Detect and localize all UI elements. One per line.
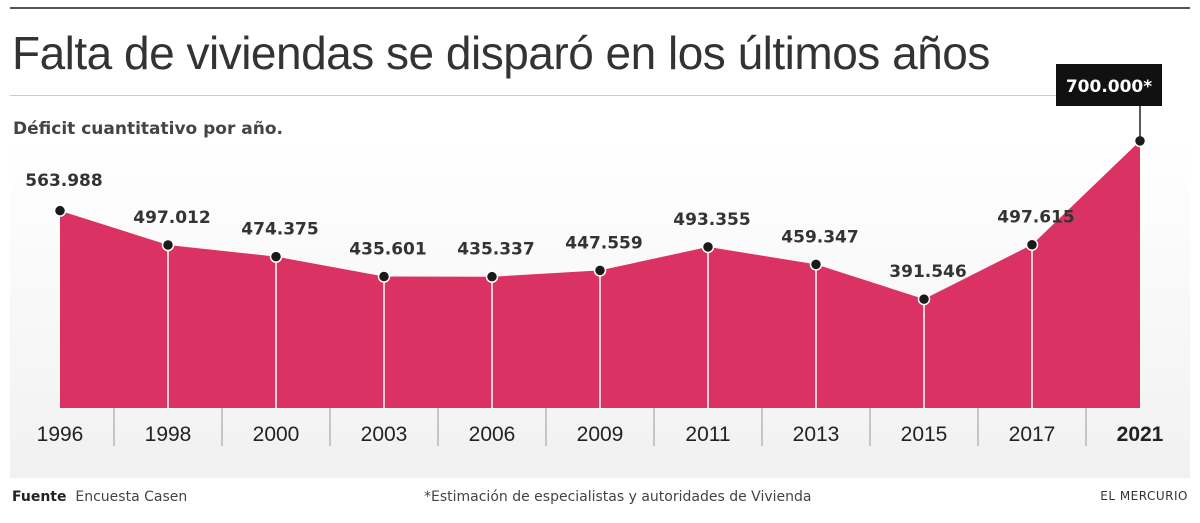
title-rule	[10, 95, 1110, 96]
value-label-2013: 459.347	[781, 227, 858, 247]
value-label-2006: 435.337	[457, 240, 534, 260]
x-tick-label-2000: 2000	[253, 423, 300, 446]
highlight-label-box	[1056, 64, 1162, 106]
value-label-1996: 563.988	[25, 171, 102, 191]
value-label-2003: 435.601	[349, 240, 426, 260]
data-point-2009	[593, 264, 607, 277]
value-labels: 563.988 497.012 474.375 435.601 435.337 447.5…	[25, 64, 1162, 282]
value-label-2021: 700.000*	[1066, 77, 1152, 97]
data-point-1996	[53, 204, 67, 217]
data-point-2017	[1025, 238, 1039, 251]
value-label-1998: 497.012	[133, 208, 210, 228]
x-axis-labels: 1996 1998 2000 2003 2006 2009 2011 2013 2015 2017…	[37, 423, 1164, 446]
data-point-2015	[917, 292, 931, 306]
chart-title: Falta de viviendas se disparó en los últ…	[12, 27, 990, 79]
data-point-2000	[269, 250, 283, 263]
value-label-2017: 497.615	[997, 208, 1074, 228]
x-tick-label-2003: 2003	[361, 423, 408, 446]
top-rule	[10, 7, 1190, 9]
x-tick-label-2009: 2009	[577, 423, 624, 446]
x-tick-label-2015: 2015	[901, 423, 948, 446]
value-label-2009: 447.559	[565, 233, 642, 253]
x-tick-label-2006: 2006	[469, 423, 516, 446]
value-label-2015: 391.546	[889, 262, 966, 282]
x-tick-label-2011: 2011	[685, 423, 730, 446]
source-label: Fuente	[12, 489, 67, 505]
source-value: Encuesta Casen	[75, 489, 188, 505]
footnote: *Estimación de especialistas y autoridad…	[424, 489, 812, 505]
x-tick-label-2021: 2021	[1117, 423, 1164, 446]
year-dividers	[113, 244, 1087, 446]
x-tick-label-2017: 2017	[1009, 423, 1056, 446]
x-tick-label-1998: 1998	[145, 423, 192, 446]
x-tick-label-1996: 1996	[37, 423, 84, 446]
data-point-2013	[809, 258, 823, 271]
data-point-2006	[485, 270, 499, 283]
brand-logo-text: EL MERCURIO	[1100, 489, 1188, 503]
data-point-2011	[701, 240, 715, 254]
source-line: Fuente Encuesta Casen	[12, 489, 187, 505]
data-points	[53, 134, 1147, 306]
x-tick-label-2013: 2013	[793, 423, 840, 446]
value-label-2011: 493.355	[673, 210, 750, 230]
value-label-2000: 474.375	[241, 220, 318, 240]
chart-subtitle: Déficit cuantitativo por año.	[13, 119, 283, 139]
data-point-2003	[377, 270, 391, 283]
data-point-1998	[161, 238, 175, 252]
